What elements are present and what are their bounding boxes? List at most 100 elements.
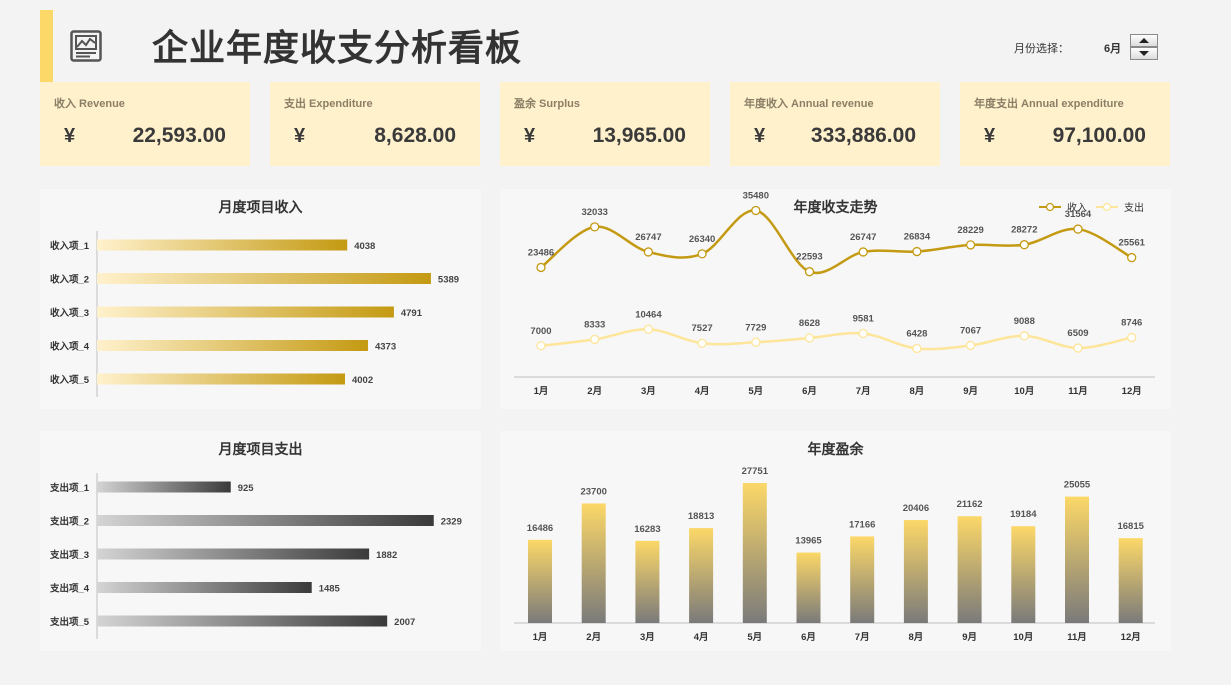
bar [689,528,714,623]
bar [97,582,312,593]
trend-chart: 1月 2月 3月 4月 5月 6月 7月 8月 9月 10月 11月 12月 23486 32033 267… [514,190,1155,397]
yen-icon: ¥ [524,125,536,147]
data-label: 21162 [957,499,983,510]
x-tick-label: 4月 [695,386,710,397]
kpi-value: 333,886.00 [810,124,916,147]
bar [1065,496,1089,623]
kpi-label: 盈余 Surplus [514,98,581,110]
kpi-label: 收入 Revenue [54,98,125,110]
expense-items-panel: 月度项目支出 支出项_1 925 支出项_2 2329 支出项_3 1882 支出项_4 14… [40,431,481,651]
data-label: 9581 [853,313,875,324]
data-label: 8333 [584,319,605,330]
legend-marker [1102,202,1112,212]
data-label: 26747 [850,232,876,243]
x-tick-label: 9月 [963,386,978,397]
series-point [590,222,600,232]
bar [742,483,767,623]
month-decrement-button[interactable] [1130,47,1158,60]
data-label: 31564 [1065,209,1092,220]
series-point [643,324,654,334]
category-label: 支出项_2 [49,516,89,528]
category-label: 收入项_2 [50,274,89,286]
x-tick-label: 12月 [1121,632,1141,643]
data-label: 4373 [375,342,396,353]
bar [97,340,368,351]
series-point [697,338,707,348]
series-point [804,267,815,277]
data-label: 4038 [354,241,375,252]
kpi-label: 年度支出 Annual expenditure [974,98,1124,110]
yen-icon: ¥ [754,125,766,147]
x-tick-label: 6月 [801,632,816,643]
data-label: 7729 [745,322,766,333]
x-tick-label: 5月 [748,386,763,397]
x-tick-label: 10月 [1014,386,1034,397]
kpi-card-annual-expenditure: 年度支出 Annual expenditure ¥ 97,100.00 [960,82,1170,166]
bar [796,552,821,623]
legend-label: 收入 [1067,201,1087,214]
data-label: 4791 [401,308,423,319]
bar [97,515,434,526]
x-tick-label: 1月 [534,386,549,397]
series-point [751,205,761,216]
data-label: 10464 [635,309,662,320]
series-point [697,249,707,259]
data-label: 2007 [394,617,415,628]
series-point [590,334,600,345]
data-label: 22593 [796,252,822,263]
expense-items-chart: 支出项_1 925 支出项_2 2329 支出项_3 1882 支出项_4 1485 支出项_5… [49,473,462,639]
trend-title: 年度收支走势 [793,199,878,215]
data-label: 6509 [1067,328,1088,339]
data-label: 4002 [352,375,373,386]
surplus-panel: 年度盈余 16486 1月 23700 2月 16283 3月 18813 4月 27751 5月… [500,431,1171,651]
triangle-up-icon [1139,38,1149,43]
legend-label: 支出 [1124,201,1144,214]
yen-icon: ¥ [984,125,996,147]
x-tick-label: 7月 [856,386,871,397]
data-label: 13965 [795,536,822,547]
series-point [1073,343,1083,353]
data-label: 1882 [376,550,397,561]
kpi-value: 97,100.00 [1052,124,1146,147]
x-tick-label: 7月 [855,632,870,643]
series-point [1127,252,1137,263]
kpi-card-revenue: 收入 Revenue ¥ 22,593.00 [40,82,250,166]
page-title: 企业年度收支分析看板 [152,27,523,69]
series-line [540,209,1133,275]
series-point [643,247,654,257]
category-label: 支出项_5 [49,616,90,628]
bar [97,239,348,251]
series-point [536,341,546,351]
kpi-label: 支出 Expenditure [284,98,373,110]
data-label: 27751 [742,466,769,477]
category-label: 收入项_3 [50,307,89,319]
x-tick-label: 8月 [909,632,924,643]
yen-icon: ¥ [64,125,76,147]
data-label: 17166 [849,519,875,530]
data-label: 16486 [527,523,553,534]
data-label: 925 [238,483,255,494]
bar [903,520,928,623]
data-label: 19184 [1010,509,1037,520]
series-line [540,328,1132,351]
data-label: 1485 [319,584,341,595]
month-increment-button[interactable] [1130,34,1158,47]
month-select-label: 月份选择： [1014,43,1069,55]
x-tick-label: 11月 [1068,386,1088,397]
series-point [912,246,922,257]
x-tick-label: 4月 [694,632,709,643]
bar [97,306,394,318]
x-tick-label: 2月 [587,386,602,397]
kpi-value: 22,593.00 [132,124,226,147]
income-items-chart: 收入项_1 4038 收入项_2 5389 收入项_3 4791 收入项_4 4373 收入项_… [50,231,459,397]
x-tick-label: 1月 [533,632,548,643]
bar [97,481,231,493]
surplus-title: 年度盈余 [807,441,864,457]
data-label: 25561 [1118,238,1145,249]
bar [635,540,660,623]
x-tick-label: 3月 [641,386,656,397]
data-label: 25055 [1064,480,1091,491]
month-spinner[interactable] [1130,34,1158,60]
x-tick-label: 8月 [910,386,925,397]
kpi-value: 13,965.00 [592,124,686,147]
